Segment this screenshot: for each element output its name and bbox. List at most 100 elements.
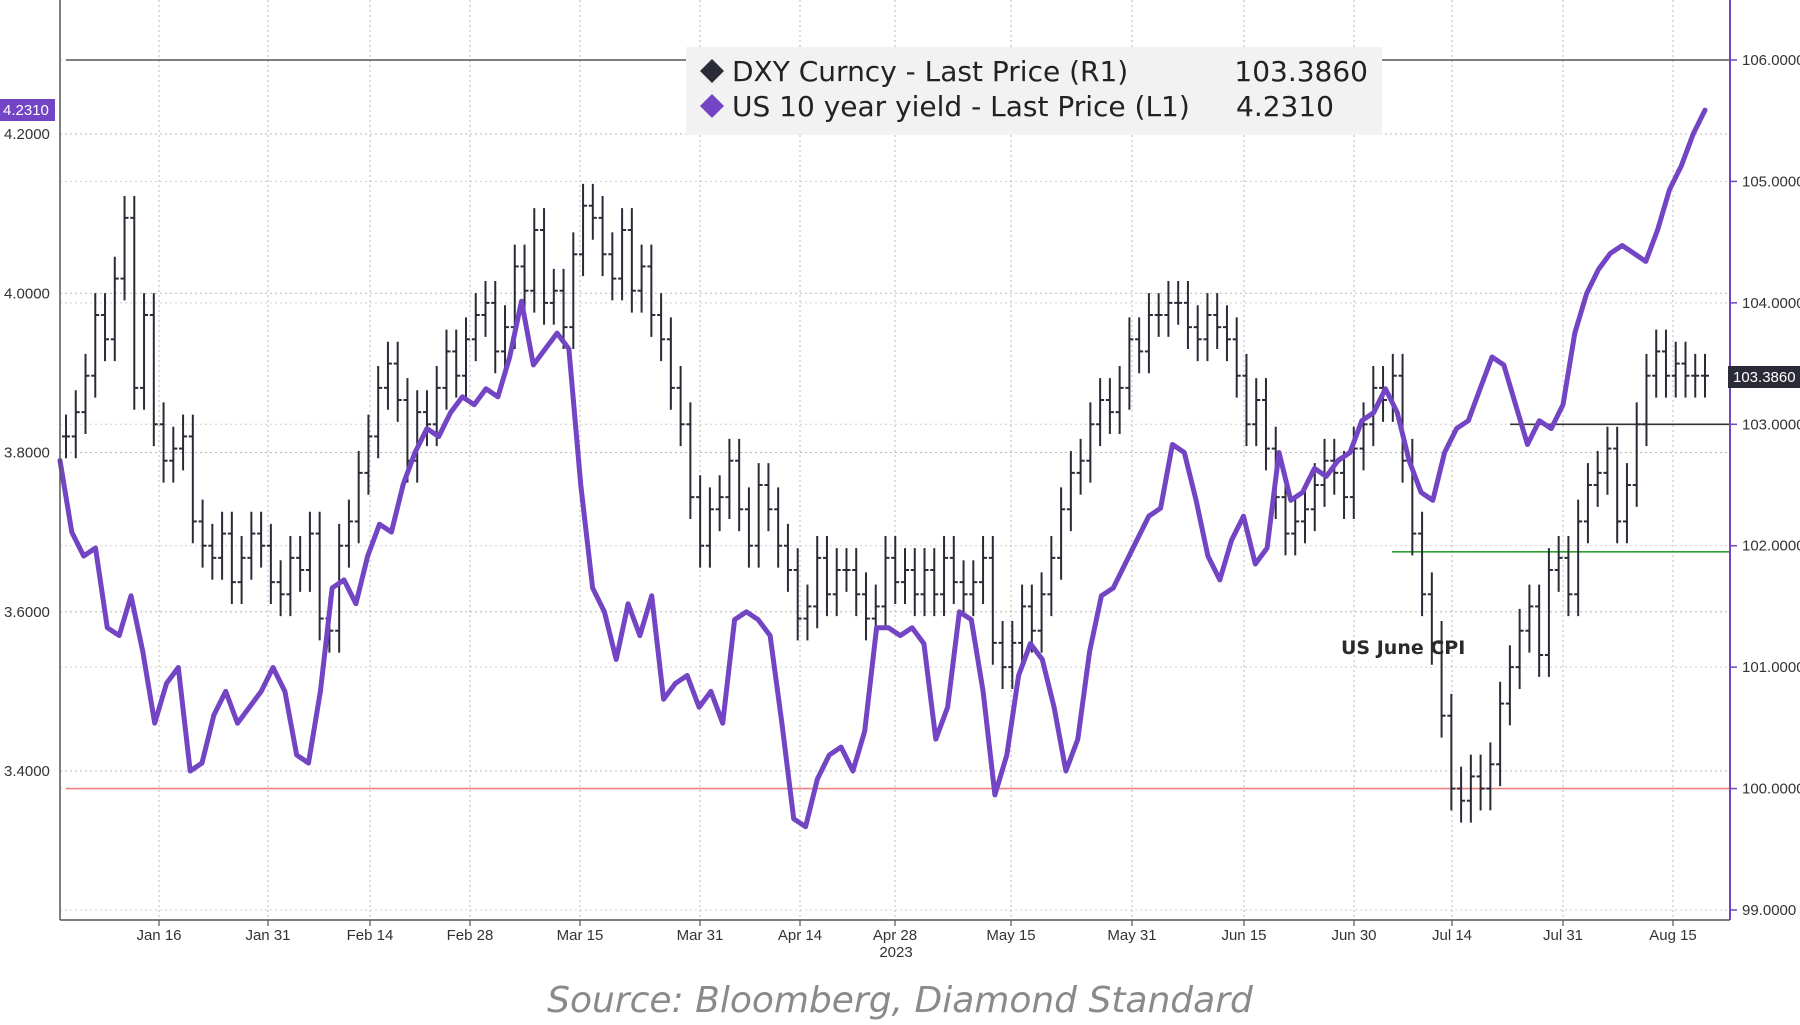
dxy-bar [1671,341,1680,398]
dxy-bar [813,536,822,629]
right-tick-label: 105.0000 [1742,173,1800,190]
dxy-bar [598,196,607,277]
left-tick-label: 3.4000 [4,763,50,780]
dxy-bar [354,451,363,544]
dxy-bar [959,560,968,617]
dxy-bar [1066,451,1075,532]
dxy-bar [1554,536,1563,592]
x-tick-label: May 15 [986,927,1035,944]
dxy-last-tag [1728,366,1800,388]
dxy-bar [1583,463,1592,544]
dxy-bar [120,196,129,301]
dxy-bar [647,244,656,337]
dxy-bar [1027,584,1036,653]
dxy-bar [1242,353,1251,447]
dxy-bar [1652,329,1661,398]
legend-dxy-name: DXY Curncy - Last Price (R1) [732,55,1128,88]
dxy-bar [1193,305,1202,362]
dxy-bar [286,536,295,617]
left-tick-label: 3.6000 [4,604,50,621]
dxy-bar [998,621,1007,689]
dxy-bar [364,414,373,495]
left-tick-label: 4.2000 [4,126,50,143]
dxy-bar [686,402,695,519]
dxy-bar [696,475,705,568]
dxy-bar [744,487,753,568]
legend-yield-diamond-icon [700,94,724,118]
dxy-bar [1125,317,1134,410]
dxy-bar [1203,293,1212,362]
dxy-bar [1154,293,1163,337]
dxy-bar [169,426,178,483]
dxy-bar [501,305,510,374]
dxy-bar [1047,536,1056,617]
right-tick-label: 102.0000 [1742,538,1800,555]
dxy-bar [608,232,617,301]
dxy-bar [1661,329,1670,398]
dxy-bar [852,548,861,617]
dxy-bar [1642,353,1651,447]
dxy-bar [1291,499,1300,556]
dxy-bar [969,560,978,617]
dxy-bar [1135,317,1144,374]
dxy-bar [1213,293,1222,349]
dxy-bar [71,390,80,459]
dxy-bar [1359,402,1368,471]
chart: 4.2000 4.0000 3.8000 3.6000 3.4000 106.0000 10… [0,0,1800,961]
dxy-bar [1613,426,1622,544]
dxy-bar [130,196,139,410]
right-tick-label: 106.0000 [1742,52,1800,69]
dxy-bar [588,183,597,240]
dxy-bar [1447,693,1456,811]
x-tick-label: May 31 [1107,927,1156,944]
x-tick-label: Jul 14 [1432,927,1472,944]
dxy-bar [910,548,919,617]
dxy-bar [881,536,890,629]
legend-dxy-value: 103.3860 [1234,55,1368,88]
dxy-bar [540,208,549,325]
dxy-bar [1037,572,1046,653]
dxy-bar [832,548,841,617]
dxy-bar [861,572,870,641]
dxy-bar [179,414,188,471]
dxy-bar [1174,281,1183,325]
dxy-bar [422,390,431,447]
dxy-bar [276,560,285,617]
x-tick-label: Jan 16 [136,927,181,944]
dxy-bar [481,281,490,337]
dxy-bar [1505,645,1514,726]
dxy-bar [110,256,119,362]
dxy-bar [1622,463,1631,544]
dxy-bar [891,536,900,604]
dxy-bar [91,293,100,398]
dxy-bar [569,232,578,349]
dxy-bar [1086,402,1095,483]
dxy-bar [1603,426,1612,495]
dxy-bar [442,329,451,410]
x-tick-label: Aug 15 [1649,927,1697,944]
annotation-us-june-cpi: US June CPI [1341,637,1465,659]
dxy-bar [725,438,734,519]
dxy-bar [940,536,949,617]
dxy-bar [1593,451,1602,507]
legend-yield-value: 4.2310 [1236,90,1334,123]
right-tick-label: 100.0000 [1742,781,1800,798]
right-tick-label: 99.0000 [1742,902,1796,919]
last-value-tags: 4.2310 103.3860 [0,99,1800,388]
dxy-bar [549,268,558,325]
legend-background [686,47,1382,135]
dxy-bar [296,536,305,592]
dxy-bar [1057,487,1066,580]
dxy-bar [1486,742,1495,811]
dxy-bar [1144,293,1153,374]
dxy-bar [1115,366,1124,434]
dxy-bar [979,536,988,604]
dxy-bar [783,523,792,592]
dxy-bar [930,548,939,617]
dxy-bar [452,329,461,398]
dxy-bar [1222,305,1231,362]
dxy-bar [315,511,324,641]
x-tick-label: Jun 30 [1331,927,1376,944]
x-tick-label: Apr 14 [778,927,822,944]
dxy-bar [1525,584,1534,653]
